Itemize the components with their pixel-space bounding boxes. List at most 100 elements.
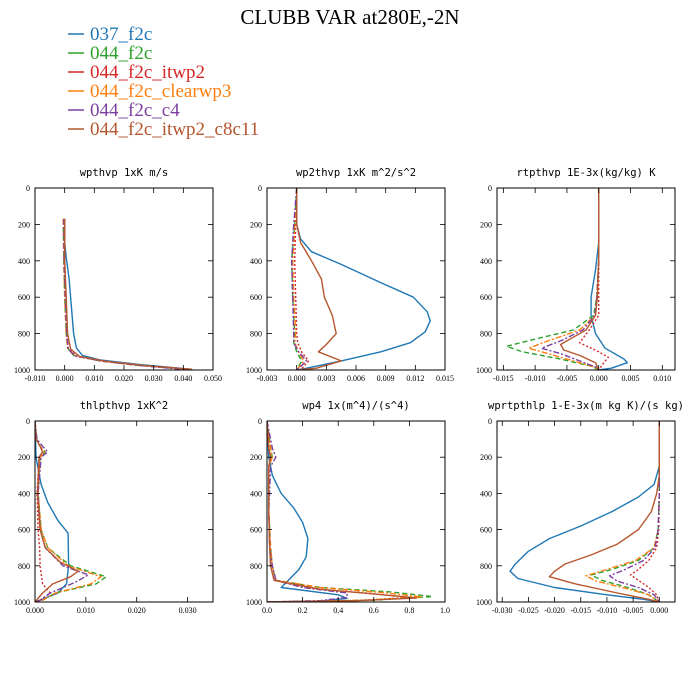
series-line-0 <box>267 421 348 602</box>
x-tick-label: 0.000 <box>26 606 44 615</box>
y-tick-label: 400 <box>18 257 30 266</box>
y-tick-label: 0 <box>258 417 262 426</box>
figure-title: CLUBB VAR at280E,-2N <box>240 5 459 29</box>
y-tick-label: 1000 <box>476 366 492 375</box>
x-tick-label: 0.010 <box>85 374 103 383</box>
y-tick-label: 0 <box>488 417 492 426</box>
series-line-4 <box>35 421 90 602</box>
series-line-4 <box>291 188 308 370</box>
y-tick-label: 1000 <box>476 598 492 607</box>
y-tick-label: 800 <box>18 562 30 571</box>
y-tick-label: 200 <box>18 453 30 462</box>
panel-5: wprtpthlp 1-E-3x(m kg K)/(s kg) -0.030 -0.… <box>476 400 684 615</box>
series-line-4 <box>267 421 348 602</box>
x-tick-label: 0.020 <box>115 374 133 383</box>
y-tick-label: 200 <box>480 220 492 229</box>
series-line-2 <box>294 188 310 370</box>
x-tick-label: -0.005 <box>623 606 644 615</box>
y-tick-label: 1000 <box>246 366 262 375</box>
y-tick-label: 800 <box>18 330 30 339</box>
y-tick-label: 600 <box>18 293 30 302</box>
legend: 037_f2c044_f2c044_f2c_itwp2044_f2c_clear… <box>68 24 259 140</box>
series-line-3 <box>62 218 184 370</box>
y-tick-label: 800 <box>250 562 262 571</box>
x-tick-label: 0.010 <box>653 374 671 383</box>
x-tick-label: -0.003 <box>257 374 278 383</box>
y-tick-label: 200 <box>18 220 30 229</box>
series-group <box>62 218 193 370</box>
series-group <box>291 188 431 370</box>
panel-title: wpthvp 1xK m/s <box>80 167 169 179</box>
y-tick-label: 600 <box>18 526 30 535</box>
x-tick-label: 0.4 <box>333 606 343 615</box>
x-tick-label: 0.005 <box>622 374 640 383</box>
series-line-1 <box>590 421 660 602</box>
y-tick-label: 400 <box>480 257 492 266</box>
x-tick-label: 0.040 <box>174 374 192 383</box>
x-tick-label: 0.010 <box>77 606 95 615</box>
legend-entry-3: 044_f2c_clearwp3 <box>90 81 231 102</box>
y-tick-label: 200 <box>480 453 492 462</box>
series-line-1 <box>505 188 600 370</box>
y-tick-label: 400 <box>250 489 262 498</box>
series-line-0 <box>590 188 628 370</box>
x-tick-label: 0.000 <box>288 374 306 383</box>
series-line-4 <box>540 188 600 370</box>
y-tick-label: 400 <box>480 489 492 498</box>
x-tick-label: 0.015 <box>436 374 454 383</box>
y-tick-label: 0 <box>488 184 492 193</box>
series-line-5 <box>548 421 660 602</box>
y-tick-label: 600 <box>480 293 492 302</box>
series-line-0 <box>64 218 190 370</box>
y-tick-label: 800 <box>480 330 492 339</box>
series-line-5 <box>267 421 418 602</box>
panel-title: wp2thvp 1xK m^2/s^2 <box>296 167 416 179</box>
y-tick-label: 400 <box>18 489 30 498</box>
series-line-5 <box>35 421 79 602</box>
y-tick-label: 1000 <box>14 598 30 607</box>
plot-frame <box>34 187 214 371</box>
panel-title: wprtpthlp 1-E-3x(m kg K)/(s kg) <box>488 400 684 412</box>
x-tick-label: 0.0 <box>262 606 272 615</box>
y-tick-label: 1000 <box>14 366 30 375</box>
series-line-2 <box>629 421 660 602</box>
panel-1: wp2thvp 1xK m^2/s^2 -0.003 0.000 0.003 0.006… <box>246 167 454 383</box>
series-group <box>267 421 434 602</box>
legend-entry-1: 044_f2c <box>90 43 152 64</box>
series-line-1 <box>62 218 184 370</box>
series-line-0 <box>509 421 660 602</box>
series-line-5 <box>64 218 193 370</box>
series-line-4 <box>63 218 181 370</box>
x-tick-label: -0.015 <box>493 374 514 383</box>
plot-frame <box>34 420 214 603</box>
x-tick-label: 0.030 <box>179 606 197 615</box>
legend-entry-2: 044_f2c_itwp2 <box>90 62 205 83</box>
x-tick-label: -0.030 <box>492 606 513 615</box>
series-group <box>509 421 660 602</box>
x-tick-label: 0.020 <box>128 606 146 615</box>
y-tick-label: 0 <box>26 184 30 193</box>
x-tick-label: 0.006 <box>347 374 365 383</box>
x-tick-label: -0.015 <box>570 606 591 615</box>
y-tick-label: 0 <box>258 184 262 193</box>
x-tick-label: -0.025 <box>518 606 539 615</box>
series-line-3 <box>292 188 305 370</box>
legend-entry-4: 044_f2c_c4 <box>90 100 180 121</box>
x-tick-label: 0.012 <box>406 374 424 383</box>
y-tick-label: 600 <box>250 526 262 535</box>
x-tick-label: -0.010 <box>597 606 618 615</box>
y-tick-label: 200 <box>250 453 262 462</box>
legend-entry-5: 044_f2c_itwp2_c8c11 <box>90 119 259 140</box>
x-tick-label: 0.6 <box>369 606 379 615</box>
x-tick-label: -0.010 <box>525 374 546 383</box>
panel-title: wp4 1x(m^4)/(s^4) <box>302 400 409 412</box>
plot-frame <box>496 420 676 603</box>
panel-2: rtpthvp 1E-3x(kg/kg) K -0.015 -0.010 -0.005… <box>476 167 676 383</box>
plot-frame <box>496 187 676 371</box>
panel-0: wpthvp 1xK m/s -0.010 0.000 0.010 0.020 0.030… <box>14 167 222 383</box>
x-tick-label: 0.2 <box>298 606 308 615</box>
x-tick-label: 1.0 <box>440 606 450 615</box>
series-line-3 <box>585 421 660 602</box>
x-tick-label: 0.8 <box>404 606 414 615</box>
